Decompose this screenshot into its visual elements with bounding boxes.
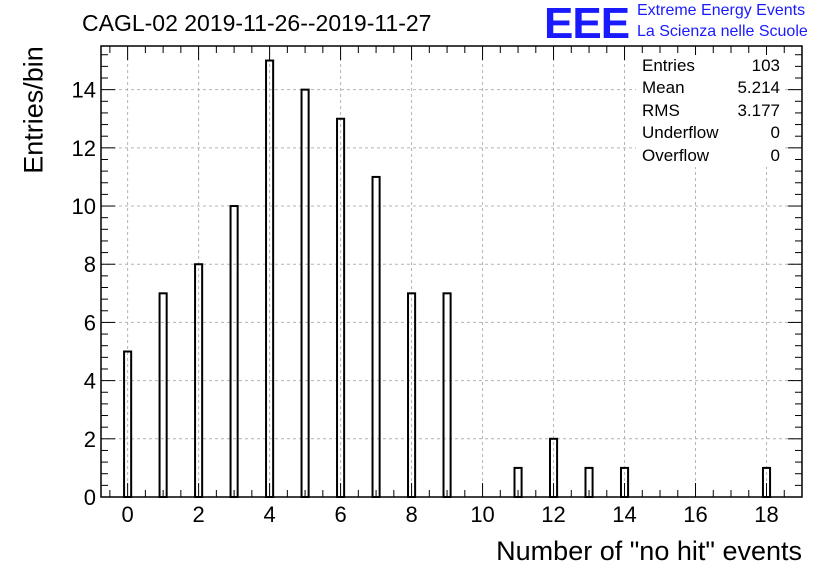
logo-line-2: La Scienza nelle Scuole [637, 23, 808, 40]
x-tick-label: 4 [263, 502, 275, 527]
x-tick-label: 14 [612, 502, 636, 527]
y-tick-label: 8 [84, 252, 96, 277]
y-tick-label: 0 [84, 485, 96, 510]
logo-line-1: Extreme Energy Events [637, 2, 806, 19]
x-tick-label: 8 [405, 502, 417, 527]
stat-label: Entries [642, 56, 695, 75]
y-tick-label: 4 [84, 369, 96, 394]
x-tick-label: 2 [192, 502, 204, 527]
y-tick-label: 12 [72, 136, 96, 161]
stat-label: Mean [642, 78, 685, 98]
x-tick-label: 16 [683, 502, 707, 527]
stat-value: 3.177 [737, 100, 780, 120]
y-tick-label: 10 [72, 194, 96, 219]
stat-value: 103 [751, 56, 780, 75]
x-tick-label: 12 [541, 502, 565, 527]
y-axis-label: Entries/bin [18, 46, 49, 174]
stats-box: Entries 103 Mean 5.214 RMS 3.177 Underfl… [636, 55, 784, 168]
y-tick-label: 2 [84, 427, 96, 452]
x-tick-label: 6 [334, 502, 346, 527]
stat-value: 5.214 [737, 78, 780, 98]
stat-label: Underflow [642, 123, 719, 143]
stat-value: 0 [770, 123, 780, 143]
x-tick-label: 0 [121, 502, 133, 527]
chart-title: CAGL-02 2019-11-26--2019-11-27 [82, 10, 432, 36]
stat-label: RMS [642, 100, 680, 120]
stat-value: 0 [770, 145, 780, 165]
y-tick-label: 6 [84, 310, 96, 335]
y-tick-label: 14 [72, 78, 96, 103]
x-tick-label: 10 [470, 502, 494, 527]
stat-label: Overflow [642, 145, 710, 165]
eee-logo: EEE [544, 0, 630, 48]
x-axis-label: Number of "no hit" events [496, 536, 802, 566]
stat-entries: Entries 103 [636, 55, 784, 77]
stat-mean: Mean 5.214 [636, 77, 784, 99]
x-tick-label: 18 [754, 502, 778, 527]
stat-overflow: Overflow 0 [636, 145, 784, 167]
stat-rms: RMS 3.177 [636, 100, 784, 122]
plot-frame [100, 45, 803, 498]
stat-underflow: Underflow 0 [636, 122, 784, 144]
